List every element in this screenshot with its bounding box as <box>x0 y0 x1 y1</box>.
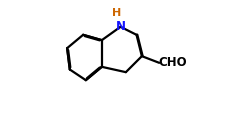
Text: H: H <box>112 8 121 18</box>
Text: CHO: CHO <box>158 56 187 69</box>
Text: N: N <box>115 20 126 33</box>
